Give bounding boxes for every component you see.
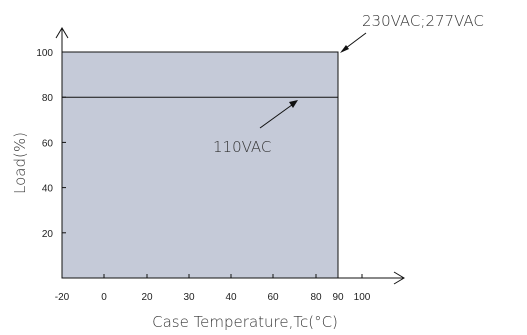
annotation-110vac: 110VAC — [213, 138, 271, 156]
annotation-arrow-110vac — [259, 101, 297, 129]
y-tick-label: 40 — [42, 184, 54, 195]
x-tick-label: 40 — [225, 292, 237, 303]
arrowhead-icon — [340, 45, 349, 53]
y-tick-label: 80 — [42, 93, 54, 104]
x-tick-label: -20 — [55, 292, 70, 303]
x-tick-label: 60 — [267, 292, 279, 303]
y-axis-title: Load(%) — [11, 132, 29, 194]
x-tick-label: 0 — [101, 292, 107, 303]
arrowhead-icon — [289, 100, 298, 108]
x-tick-label: 30 — [183, 292, 195, 303]
x-tick-label: 20 — [141, 292, 153, 303]
y-tick-labels: 20 40 60 80 100 — [36, 48, 66, 240]
x-axis-arrow-icon — [393, 271, 405, 285]
x-axis-title: Case Temperature,Tc(°C) — [152, 313, 338, 331]
x-tick-label: 90 — [332, 292, 344, 303]
y-tick-label: 20 — [42, 229, 54, 240]
x-tick-labels: -20 0 20 30 40 60 80 90 100 — [55, 274, 371, 303]
x-tick-label: 80 — [310, 292, 322, 303]
operating-area — [61, 51, 339, 279]
y-tick-label: 100 — [36, 48, 53, 59]
annotation-230vac-277vac: 230VAC;277VAC — [362, 12, 484, 30]
y-tick-label: 60 — [42, 138, 54, 149]
x-tick-label: 100 — [354, 292, 371, 303]
y-axis-arrow-icon — [55, 27, 69, 39]
